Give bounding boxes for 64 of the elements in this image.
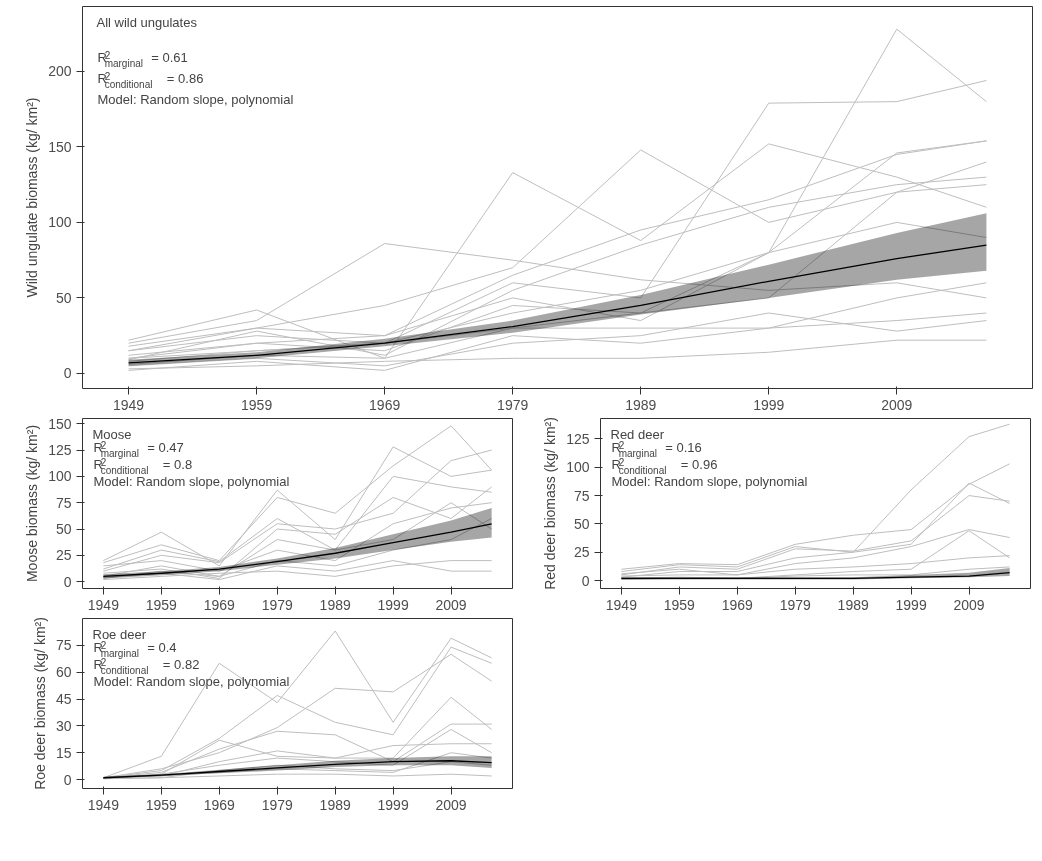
- x-tick-label: 1969: [203, 596, 236, 613]
- annotation: Model: Random slope, polynomial: [93, 473, 290, 489]
- y-tick-label: 125: [566, 430, 590, 447]
- y-tick-label: 75: [55, 637, 72, 654]
- x-tick-label: 1999: [895, 596, 927, 613]
- x-tick-label: 1949: [87, 596, 120, 613]
- y-tick-label: 45: [55, 691, 72, 708]
- y-tick-label: 200: [48, 63, 72, 80]
- y-tick-label: 0: [63, 771, 72, 788]
- y-tick-label: 50: [55, 289, 72, 306]
- x-tick-label: 1969: [203, 796, 236, 813]
- x-tick-label: 1949: [113, 396, 145, 413]
- y-axis-title: Roe deer biomass (kg/ km²): [31, 617, 48, 790]
- y-tick-label: 100: [566, 459, 590, 476]
- y-tick-label: 25: [573, 544, 590, 561]
- x-tick-label: 1989: [625, 396, 657, 413]
- y-axis-title: Red deer biomass (kg/ km²): [542, 417, 559, 590]
- annotation: Model: Random slope, polynomial: [611, 473, 808, 489]
- y-tick-label: 100: [48, 468, 72, 485]
- x-tick-label: 2009: [881, 396, 913, 413]
- y-tick-label: 0: [63, 573, 72, 590]
- y-tick-label: 75: [573, 487, 590, 504]
- x-tick-label: 1959: [145, 596, 178, 613]
- x-tick-label: 2009: [435, 796, 467, 813]
- annotation: Model: Random slope, polynomial: [97, 91, 294, 107]
- x-tick-label: 2009: [953, 596, 985, 613]
- y-tick-label: 150: [48, 415, 72, 432]
- y-tick-label: 0: [63, 365, 72, 382]
- x-tick-label: 1989: [319, 596, 351, 613]
- x-tick-label: 1959: [145, 796, 178, 813]
- x-tick-label: 1959: [663, 596, 696, 613]
- x-tick-label: 1979: [779, 596, 811, 613]
- x-tick-label: 1999: [753, 396, 785, 413]
- x-tick-label: 1949: [87, 796, 120, 813]
- y-tick-label: 150: [48, 138, 72, 155]
- x-tick-label: 1959: [241, 396, 273, 413]
- y-tick-label: 100: [48, 214, 72, 231]
- y-tick-label: 50: [55, 521, 72, 538]
- y-tick-label: 25: [55, 547, 72, 564]
- x-tick-label: 1999: [377, 596, 409, 613]
- y-tick-label: 15: [55, 744, 72, 761]
- x-tick-label: 1979: [497, 396, 529, 413]
- text: Roe deer: [92, 626, 147, 642]
- y-tick-label: 60: [55, 664, 72, 681]
- x-tick-label: 1979: [261, 596, 293, 613]
- text: Red deer: [610, 426, 665, 442]
- x-tick-label: 1969: [369, 396, 401, 413]
- x-tick-label: 1979: [261, 796, 293, 813]
- y-tick-label: 50: [573, 515, 590, 532]
- text: All wild ungulates: [96, 14, 198, 30]
- x-tick-label: 1999: [377, 796, 409, 813]
- y-tick-label: 125: [48, 442, 72, 459]
- x-tick-label: 1949: [605, 596, 638, 613]
- x-tick-label: 2009: [435, 596, 467, 613]
- y-tick-label: 75: [55, 494, 72, 511]
- y-axis-title: Wild ungulate biomass (kg/ km²): [24, 97, 41, 298]
- x-tick-label: 1989: [837, 596, 869, 613]
- x-tick-label: 1969: [721, 596, 754, 613]
- text: Moose: [92, 426, 132, 442]
- annotation: Model: Random slope, polynomial: [93, 673, 290, 689]
- x-tick-label: 1989: [319, 796, 351, 813]
- y-axis-title: Moose biomass (kg/ km²): [24, 424, 41, 583]
- y-tick-label: 30: [55, 717, 72, 734]
- y-tick-label: 0: [581, 572, 590, 589]
